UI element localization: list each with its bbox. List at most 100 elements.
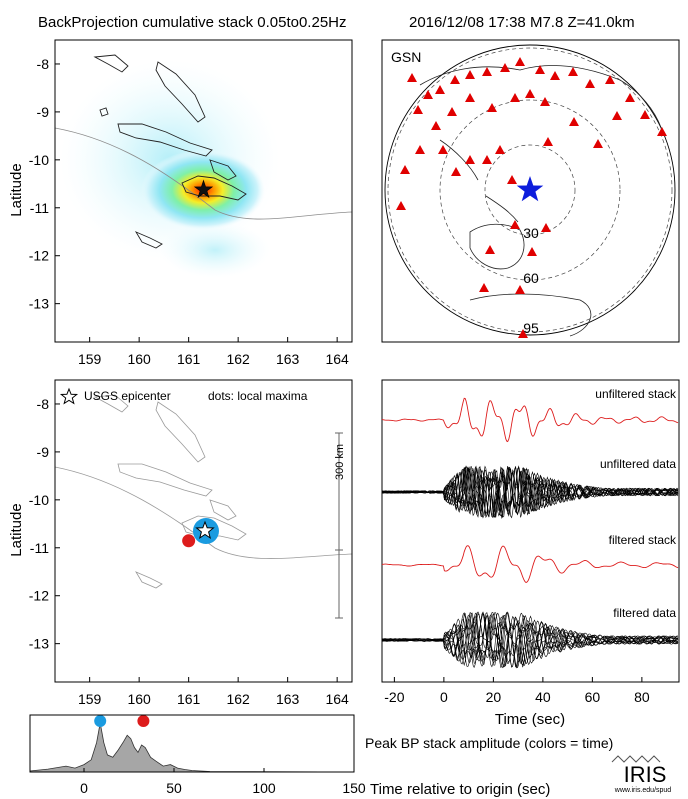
x-tick-label: 60 xyxy=(585,689,601,705)
x-tick-label: 50 xyxy=(166,780,182,796)
island-coastline xyxy=(181,515,247,541)
station-marker xyxy=(450,75,460,84)
x-tick-label: 100 xyxy=(252,780,276,796)
trace-label-unfiltered-stack: unfiltered stack xyxy=(595,387,677,401)
y-axis-label: Latitude xyxy=(8,163,25,216)
x-tick-label: 161 xyxy=(177,351,201,367)
peak-time-markers xyxy=(94,715,150,727)
distance-ring-95 xyxy=(387,47,673,333)
y-tick-label: -9 xyxy=(37,444,50,460)
x-tick-label: 40 xyxy=(535,689,551,705)
x-axis-label: Time (sec) xyxy=(495,711,565,728)
x-tick-label: 163 xyxy=(276,691,300,707)
station-marker xyxy=(525,89,535,98)
station-marker xyxy=(451,167,461,176)
trench-line xyxy=(55,466,352,559)
y-tick-label: -11 xyxy=(30,200,49,216)
ring-label-60: 60 xyxy=(523,270,539,286)
x-tick-label: 162 xyxy=(226,351,250,367)
station-marker xyxy=(540,97,550,106)
station-marker xyxy=(438,145,448,154)
epicenter-star-icon xyxy=(516,176,544,202)
station-marker xyxy=(423,90,433,99)
island-coastline xyxy=(93,54,129,73)
coastline-antarctica xyxy=(469,293,592,337)
station-marker xyxy=(625,93,635,102)
time-axis-label: Time relative to origin (sec) xyxy=(370,781,550,798)
x-tick-label: 80 xyxy=(634,689,650,705)
station-markers xyxy=(396,57,667,338)
station-marker xyxy=(415,145,425,154)
y-axis-label: Latitude xyxy=(8,503,25,556)
station-marker xyxy=(593,139,603,148)
waveform-trace xyxy=(381,612,679,668)
local-maxima-panel: USGS epicenter dots: local maxima 300 km… xyxy=(8,379,353,707)
iris-logo: IRIS www.iris.edu/spud xyxy=(611,755,671,794)
station-marker xyxy=(495,145,505,154)
peak-amplitude-axis: 0 50 100 150 xyxy=(80,768,366,796)
station-marker xyxy=(657,127,667,136)
coastline-australia xyxy=(469,223,525,270)
station-marker xyxy=(447,107,457,116)
y-tick-label: -12 xyxy=(29,248,49,264)
map-frame xyxy=(54,39,353,343)
x-tick-label: 164 xyxy=(325,351,349,367)
x-tick-label: 0 xyxy=(440,689,448,705)
station-map-frame xyxy=(381,39,680,343)
station-marker xyxy=(485,245,495,254)
station-marker xyxy=(527,247,537,256)
x-tick-label: 0 xyxy=(80,780,88,796)
y-tick-label: -12 xyxy=(29,588,49,604)
station-marker xyxy=(400,165,410,174)
peak-amplitude-area xyxy=(29,722,355,773)
usgs-epicenter-star xyxy=(195,520,215,540)
event-info: 2016/12/08 17:38 M7.8 Z=41.0km xyxy=(409,14,635,31)
local-maxima-frame xyxy=(54,379,353,683)
station-marker xyxy=(550,71,560,80)
scale-bar xyxy=(335,432,343,619)
station-marker xyxy=(510,220,520,229)
usgs-epicenter-star xyxy=(193,179,214,199)
waveform-trace xyxy=(381,397,679,443)
station-marker xyxy=(541,223,551,232)
y-tick-label: -8 xyxy=(37,56,50,72)
station-marker xyxy=(585,79,595,88)
station-marker xyxy=(640,110,650,119)
station-marker xyxy=(431,121,441,130)
distance-ring-60 xyxy=(439,99,621,281)
legend-local-maxima: dots: local maxima xyxy=(208,389,308,403)
network-label: GSN xyxy=(391,49,421,65)
y-tick-label: -11 xyxy=(30,540,49,556)
peak-time-marker xyxy=(94,715,107,727)
outer-ring xyxy=(384,44,676,336)
x-tick-label: 150 xyxy=(342,780,366,796)
station-marker xyxy=(487,103,497,112)
island-coastline xyxy=(209,499,237,521)
x-tick-label: 160 xyxy=(127,691,151,707)
island-coastline xyxy=(155,401,206,463)
station-marker xyxy=(465,93,475,102)
x-tick-label: 164 xyxy=(325,691,349,707)
trace-label-filtered-data: filtered data xyxy=(613,606,676,620)
y-tick-label: -13 xyxy=(29,636,49,652)
station-marker xyxy=(535,65,545,74)
island-coastline xyxy=(209,159,237,181)
island-coastline xyxy=(117,123,213,157)
ring-label-30: 30 xyxy=(523,225,539,241)
station-marker xyxy=(507,175,517,184)
waveform-trace xyxy=(381,611,679,667)
station-marker xyxy=(396,201,406,210)
ring-label-95: 95 xyxy=(523,320,539,336)
station-marker xyxy=(407,73,417,82)
island-coastline xyxy=(117,463,213,497)
station-marker xyxy=(612,111,622,120)
legend-epicenter: USGS epicenter xyxy=(84,389,171,403)
station-map-panel: GSN 30 60 95 xyxy=(381,39,680,343)
energy-halo-low xyxy=(160,222,270,278)
station-marker xyxy=(518,329,528,338)
distance-ring-30 xyxy=(484,144,576,236)
legend-star-icon xyxy=(59,387,79,405)
waveform-axis: -20 0 20 40 60 80 xyxy=(384,677,650,705)
island-coastline xyxy=(134,231,163,249)
